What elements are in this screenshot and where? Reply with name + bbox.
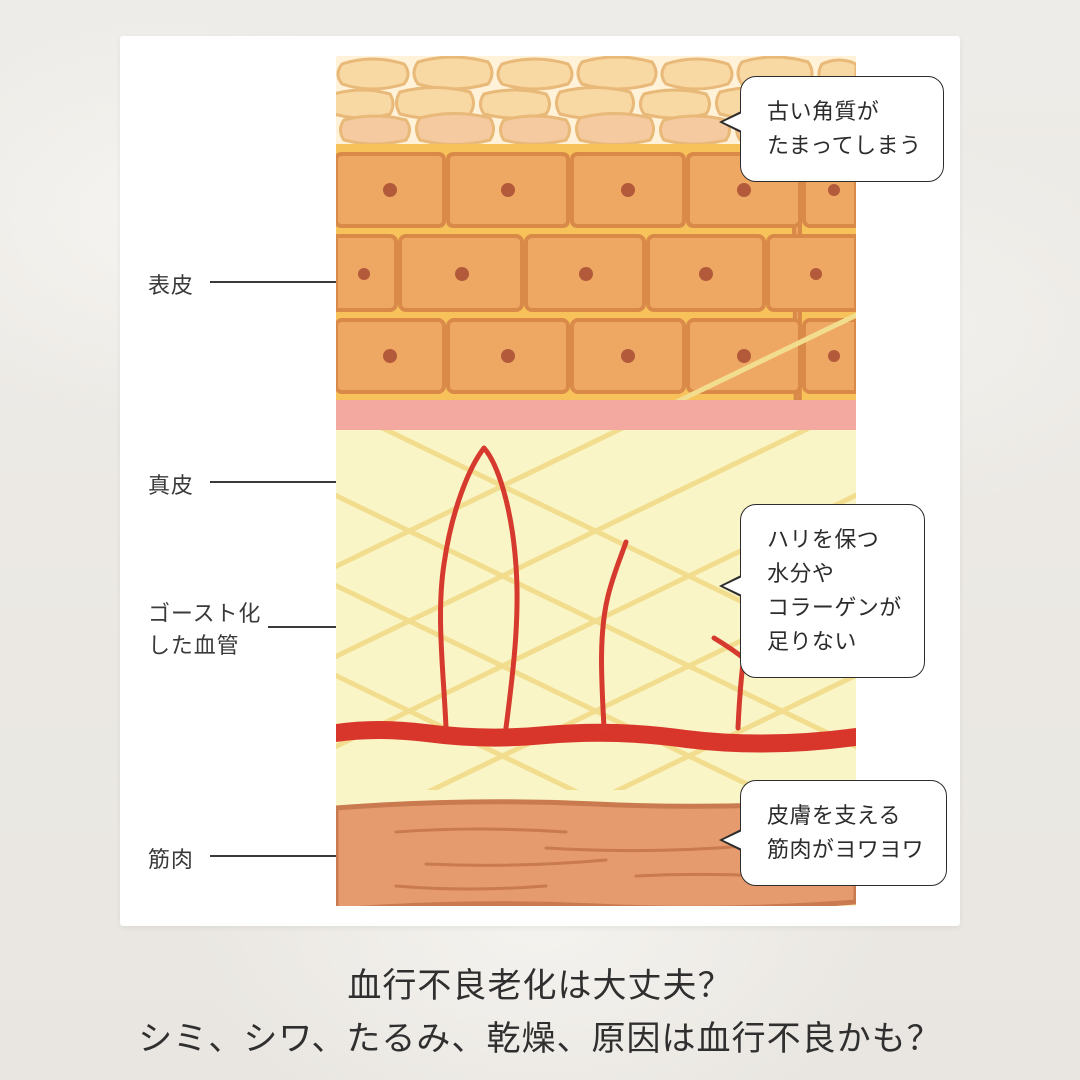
bubble-dermis-line4: 足りない [767,625,902,659]
bubble-dermis: ハリを保つ 水分や コラーゲンが 足りない [740,504,925,678]
skin-svg [336,56,856,906]
leader-dermis [210,481,338,483]
bubble-muscle-line2: 筋肉がヨワヨワ [767,833,924,867]
bubble-muscle-line1: 皮膚を支える [767,799,924,833]
bubble-dermis-line2: 水分や [767,557,902,591]
bubble-dermis-line1: ハリを保つ [767,523,902,557]
diagram-card: 表皮 真皮 ゴースト化 した血管 筋肉 [120,36,960,926]
label-ghost-vessel-line2: した血管 [148,628,261,660]
caption: 血行不良老化は大丈夫？ シミ、シワ、たるみ、乾燥、原因は血行不良かも？ [0,960,1080,1065]
caption-line2: シミ、シワ、たるみ、乾燥、原因は血行不良かも？ [0,1013,1080,1066]
label-dermis-text: 真皮 [148,473,194,498]
label-muscle-text: 筋肉 [148,847,194,872]
leader-epidermis [210,281,338,283]
bubble-stratum-corneum: 古い角質が たまってしまう [740,76,944,182]
label-dermis: 真皮 [148,468,194,500]
bubble-dermis-line3: コラーゲンが [767,591,902,625]
leader-muscle [210,855,338,857]
label-ghost-vessel-line1: ゴースト化 [148,596,261,628]
label-ghost-vessel: ゴースト化 した血管 [148,596,261,660]
skin-cross-section [336,56,856,906]
label-epidermis: 表皮 [148,268,194,300]
bubble-corneum-line2: たまってしまう [767,129,921,163]
label-muscle: 筋肉 [148,842,194,874]
bubble-muscle: 皮膚を支える 筋肉がヨワヨワ [740,780,947,886]
leader-ghost-vessel [268,626,338,628]
label-epidermis-text: 表皮 [148,273,194,298]
bubble-corneum-line1: 古い角質が [767,95,921,129]
caption-line1: 血行不良老化は大丈夫？ [0,960,1080,1013]
